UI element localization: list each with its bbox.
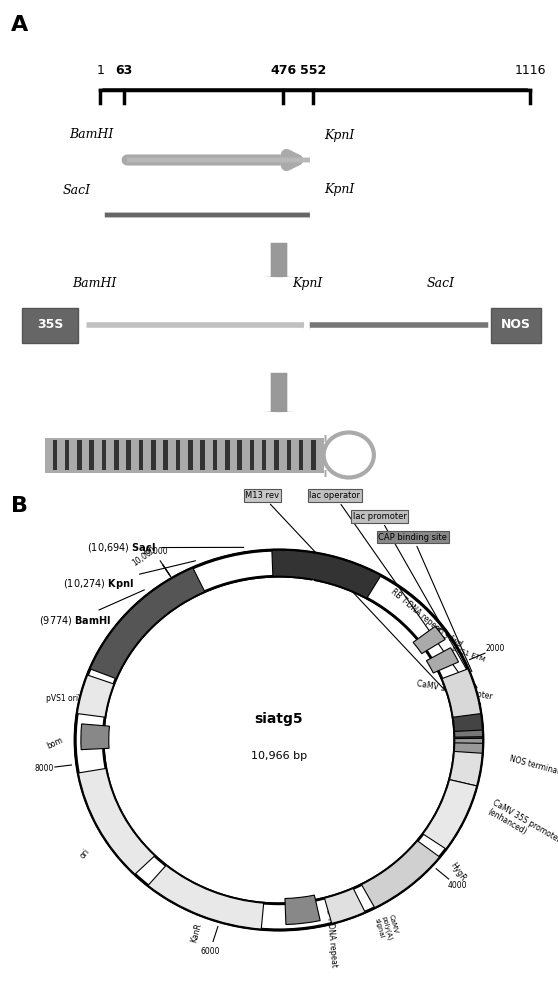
Text: siatg5: siatg5 (254, 712, 304, 726)
Text: BamHI: BamHI (73, 277, 117, 290)
Text: (10,694) $\bf{SacI}$: (10,694) $\bf{SacI}$ (88, 541, 244, 554)
Text: 552: 552 (300, 64, 326, 78)
Text: 4000: 4000 (448, 881, 467, 890)
Text: 2000: 2000 (485, 644, 505, 653)
FancyBboxPatch shape (188, 440, 193, 470)
Text: KpnI: KpnI (292, 277, 322, 290)
Wedge shape (453, 714, 483, 740)
Text: 63: 63 (116, 64, 133, 78)
Text: M13 rev: M13 rev (245, 491, 483, 731)
Text: (10,274) $\bf{KpnI}$: (10,274) $\bf{KpnI}$ (63, 561, 195, 591)
Text: 10,000: 10,000 (141, 547, 167, 556)
Text: lac operator: lac operator (309, 491, 481, 704)
Text: 35S: 35S (37, 318, 64, 332)
Text: (9774) $\bf{BamHI}$: (9774) $\bf{BamHI}$ (39, 590, 145, 627)
FancyBboxPatch shape (200, 440, 205, 470)
Text: 10,000: 10,000 (131, 545, 157, 568)
FancyBboxPatch shape (299, 440, 304, 470)
Text: B: B (11, 496, 28, 516)
Wedge shape (442, 669, 482, 723)
Text: pVS1 ETM: pVS1 ETM (451, 646, 485, 663)
FancyBboxPatch shape (163, 440, 168, 470)
Text: 1: 1 (97, 64, 104, 78)
Text: 1116: 1116 (514, 64, 546, 78)
Wedge shape (362, 841, 440, 908)
Text: ori: ori (79, 847, 92, 860)
Text: KpnI: KpnI (324, 184, 354, 196)
FancyBboxPatch shape (311, 440, 316, 470)
FancyBboxPatch shape (114, 440, 119, 470)
Text: HygR: HygR (448, 861, 467, 883)
Text: pVS1 oriV: pVS1 oriV (46, 694, 83, 703)
Text: KanR: KanR (190, 922, 204, 944)
Wedge shape (90, 568, 205, 679)
Text: RB T-DNA repeat: RB T-DNA repeat (389, 587, 444, 635)
Wedge shape (148, 865, 264, 929)
FancyBboxPatch shape (176, 440, 180, 470)
FancyBboxPatch shape (275, 440, 279, 470)
Text: M13 fwd: M13 fwd (431, 625, 463, 649)
FancyBboxPatch shape (102, 440, 106, 470)
Wedge shape (79, 768, 155, 874)
FancyBboxPatch shape (249, 440, 254, 470)
FancyBboxPatch shape (213, 440, 217, 470)
Text: pVS1 RepA: pVS1 RepA (142, 624, 180, 658)
FancyBboxPatch shape (287, 440, 291, 470)
Text: 10,966 bp: 10,966 bp (251, 751, 307, 761)
Text: A: A (11, 15, 28, 35)
Text: SL: SL (439, 725, 448, 734)
Text: SacI: SacI (427, 277, 455, 290)
Text: SacI: SacI (62, 184, 91, 196)
FancyBboxPatch shape (491, 308, 541, 342)
Wedge shape (455, 738, 483, 743)
Text: KpnI: KpnI (324, 128, 354, 141)
Wedge shape (423, 780, 477, 849)
Text: bom: bom (45, 736, 64, 751)
Wedge shape (272, 550, 381, 598)
Text: NOS terminator: NOS terminator (509, 754, 558, 778)
Wedge shape (426, 648, 459, 673)
Wedge shape (325, 888, 365, 923)
Wedge shape (285, 895, 320, 924)
FancyBboxPatch shape (22, 308, 78, 342)
Text: SS: SS (439, 741, 448, 750)
FancyBboxPatch shape (262, 440, 267, 470)
Wedge shape (455, 730, 483, 737)
Text: CAP binding site: CAP binding site (378, 533, 472, 672)
Wedge shape (450, 743, 483, 786)
Text: CaMV 35S promoter
(enhanced): CaMV 35S promoter (enhanced) (485, 798, 558, 853)
Text: 6000: 6000 (200, 947, 219, 956)
Wedge shape (75, 550, 483, 930)
Text: CaMV 35S promoter: CaMV 35S promoter (416, 679, 493, 701)
Wedge shape (78, 675, 114, 717)
FancyBboxPatch shape (45, 438, 324, 473)
Text: NOS: NOS (501, 318, 531, 332)
Circle shape (324, 432, 374, 478)
FancyBboxPatch shape (65, 440, 69, 470)
Wedge shape (454, 740, 483, 753)
FancyBboxPatch shape (89, 440, 94, 470)
FancyBboxPatch shape (52, 440, 57, 470)
FancyBboxPatch shape (151, 440, 156, 470)
Text: lac promoter: lac promoter (353, 512, 477, 688)
FancyBboxPatch shape (77, 440, 81, 470)
Text: 476: 476 (271, 64, 296, 78)
Wedge shape (81, 724, 109, 750)
FancyBboxPatch shape (127, 440, 131, 470)
Text: 8000: 8000 (34, 764, 54, 773)
Wedge shape (413, 626, 445, 654)
FancyBboxPatch shape (237, 440, 242, 470)
Text: pVS1 StaA: pVS1 StaA (306, 577, 334, 616)
Text: LB T-DNA repeat: LB T-DNA repeat (324, 904, 338, 967)
FancyBboxPatch shape (139, 440, 143, 470)
FancyBboxPatch shape (225, 440, 229, 470)
Text: BamHI: BamHI (69, 128, 113, 141)
Text: CaMV
poly(A)
signal: CaMV poly(A) signal (373, 914, 400, 943)
